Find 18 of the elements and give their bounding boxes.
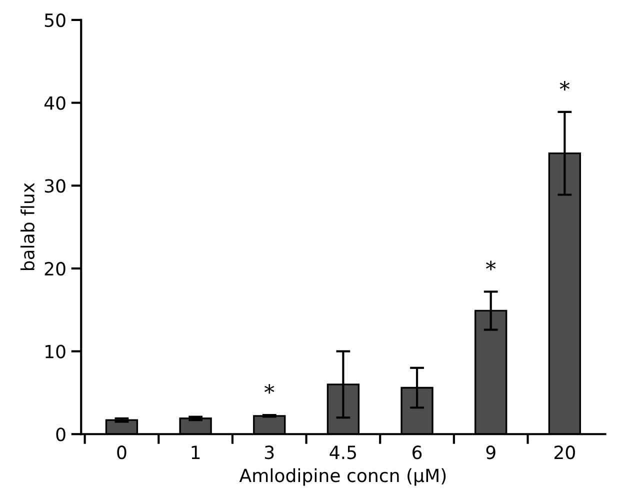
- x-tick-label: 3: [265, 446, 274, 460]
- x-tick-label: 4.5: [330, 446, 356, 460]
- y-tick-label: 0: [56, 428, 66, 442]
- annotation: *: [264, 384, 274, 394]
- y-tick-label: 40: [44, 96, 66, 110]
- y-tick-label: 10: [46, 344, 66, 358]
- x-tick-label: 20: [554, 446, 575, 460]
- x-tick-label: 0: [117, 446, 126, 460]
- annotation: *: [560, 81, 570, 90]
- y-tick-label: 50: [44, 13, 66, 28]
- y-tick-label: 30: [44, 179, 66, 193]
- y-axis-title: balab flux: [20, 182, 35, 270]
- y-tick-label: 20: [44, 262, 66, 276]
- annotation: *: [486, 260, 496, 270]
- x-tick-label: 6: [412, 446, 422, 460]
- x-axis-title: Amlodipine concn (μM): [239, 468, 446, 486]
- x-tick-label: 1: [192, 446, 200, 459]
- x-tick-label: 9: [486, 446, 496, 460]
